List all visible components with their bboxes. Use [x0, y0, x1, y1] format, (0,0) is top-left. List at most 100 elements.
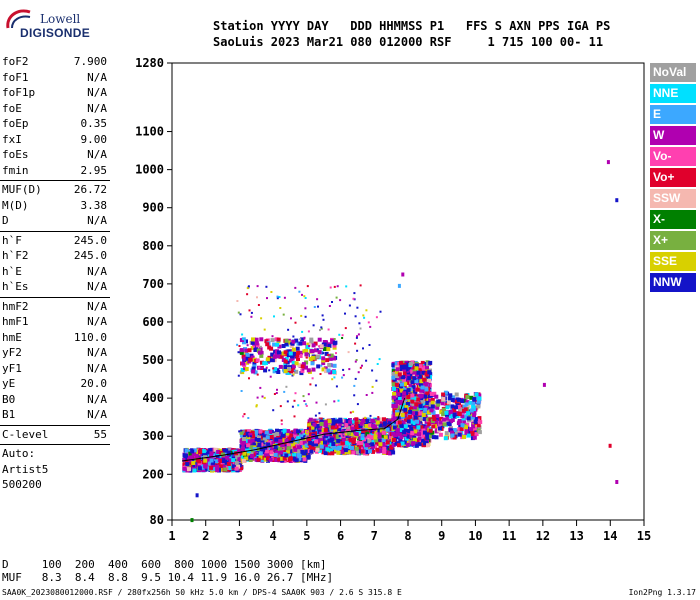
echo-point	[341, 337, 344, 339]
echo-point	[413, 415, 418, 420]
echo-point	[321, 361, 326, 366]
echo-point	[401, 395, 406, 400]
echo-point	[357, 426, 362, 431]
echo-point	[343, 431, 348, 436]
echo-point	[270, 358, 275, 363]
echo-point	[237, 311, 240, 314]
echo-point	[394, 441, 399, 446]
echo-point	[459, 427, 464, 432]
x-tick-label: 8	[404, 529, 411, 543]
echo-point	[272, 342, 277, 347]
param-name: h`F2	[2, 249, 29, 262]
echo-point	[381, 443, 386, 447]
logo-line2: DIGISONDE	[20, 26, 91, 40]
echo-point	[456, 405, 461, 409]
echo-point	[226, 462, 231, 466]
echo-point	[311, 367, 316, 372]
param-row: foEp 0.35	[0, 116, 110, 132]
echo-point	[388, 451, 393, 456]
echo-point	[236, 343, 239, 346]
echo-point	[183, 458, 188, 462]
echo-point	[464, 427, 469, 432]
echo-point	[244, 348, 249, 353]
echo-point	[375, 447, 380, 452]
echo-point	[296, 350, 301, 355]
echo-point	[465, 400, 470, 405]
echo-point	[463, 407, 468, 412]
echo-point	[323, 347, 327, 351]
echo-point	[359, 421, 364, 426]
echo-point	[239, 466, 244, 471]
divider	[0, 230, 110, 232]
param-name: foF1p	[2, 86, 36, 99]
echo-point	[316, 298, 319, 301]
echo-point	[462, 399, 467, 404]
echo-point	[444, 431, 449, 436]
echo-point	[377, 417, 382, 422]
echo-point	[429, 408, 434, 413]
echo-point	[283, 296, 286, 299]
autoscaling-info: Auto: Artist5 500200	[0, 446, 110, 493]
echo-point	[402, 378, 407, 383]
echo-point	[332, 343, 337, 348]
echo-point	[394, 382, 399, 387]
echo-point	[228, 466, 233, 470]
echo-point	[310, 446, 315, 451]
echo-point	[242, 338, 244, 341]
echo-point	[283, 369, 288, 374]
echo-point	[289, 342, 292, 345]
echo-point	[410, 380, 415, 385]
echo-point	[425, 435, 430, 440]
echo-point	[327, 363, 332, 368]
echo-point	[316, 364, 321, 369]
echo-point	[450, 433, 455, 438]
echo-point	[354, 377, 357, 380]
echo-point	[403, 364, 408, 369]
echo-point	[371, 385, 374, 388]
echo-point	[299, 441, 304, 446]
echo-point	[367, 425, 372, 430]
echo-point	[291, 339, 296, 344]
echo-point	[448, 414, 453, 419]
echo-point	[252, 443, 257, 448]
echo-point	[297, 456, 302, 461]
echo-point	[311, 428, 316, 433]
echo-point	[300, 314, 303, 317]
echo-point	[263, 328, 266, 331]
echo-point	[406, 368, 411, 373]
echo-point	[615, 198, 619, 203]
echo-point	[391, 431, 396, 436]
echo-point	[428, 417, 433, 422]
echo-point	[376, 363, 379, 365]
echo-point	[185, 462, 190, 467]
axis-ticks: 1 2 3 4 5 6 7 8 9 10 11 12 13 14 151280110010009008007…	[135, 56, 651, 543]
echo-point	[415, 419, 419, 424]
echo-point	[354, 421, 359, 426]
param-row: hmE 110.0	[0, 330, 110, 346]
echo-point	[259, 337, 264, 342]
echo-point	[253, 440, 258, 445]
echo-point	[358, 322, 361, 325]
echo-point	[307, 438, 312, 442]
echo-point	[260, 458, 265, 463]
echo-point	[256, 285, 259, 288]
echo-point	[277, 429, 281, 434]
echo-point	[270, 352, 275, 357]
echo-point	[327, 442, 332, 447]
echo-point	[434, 419, 439, 424]
echo-point	[209, 465, 214, 470]
echo-point	[253, 345, 255, 348]
echo-point	[347, 351, 350, 354]
echo-point	[272, 433, 277, 437]
echo-point	[414, 431, 418, 436]
echo-point	[457, 432, 462, 437]
echo-point	[280, 443, 285, 448]
echo-point	[452, 412, 457, 417]
echo-point	[354, 425, 359, 430]
echo-point	[411, 426, 416, 431]
echo-point	[299, 433, 304, 438]
echo-point	[283, 390, 286, 393]
echo-point	[305, 404, 308, 407]
echo-point	[460, 404, 465, 409]
echo-point	[256, 396, 259, 399]
